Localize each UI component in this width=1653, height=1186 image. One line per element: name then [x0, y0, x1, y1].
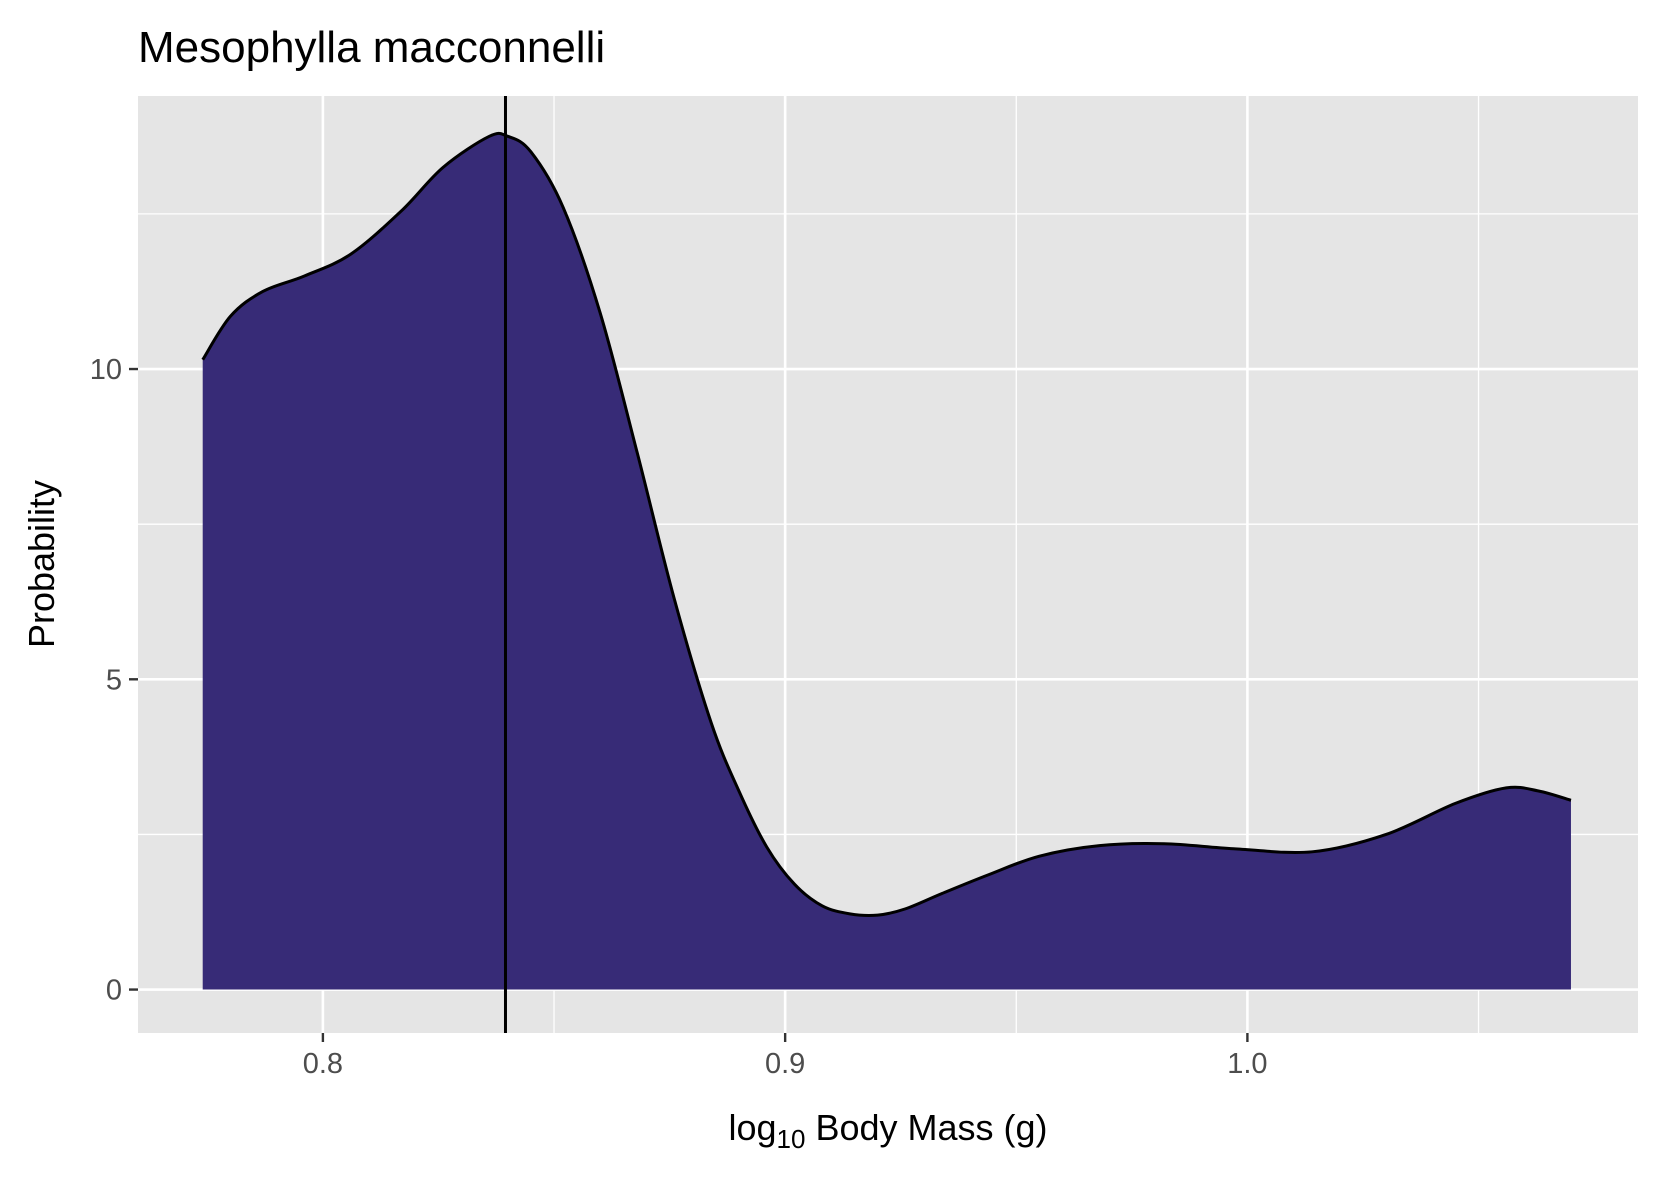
y-axis-title: Probability — [21, 480, 62, 648]
x-tick-label: 0.8 — [303, 1048, 343, 1080]
y-tick-label: 0 — [106, 975, 122, 1007]
y-axis-ticks: 0 5 10 — [90, 354, 138, 1007]
y-tick-label: 10 — [90, 354, 122, 386]
x-axis-title-main: log — [728, 1107, 776, 1148]
x-tick-label: 1.0 — [1227, 1048, 1267, 1080]
x-axis-title-subscript: 10 — [777, 1124, 806, 1154]
chart-title: Mesophylla macconnelli — [138, 23, 605, 72]
x-tick-label: 0.9 — [765, 1048, 805, 1080]
x-axis-title: log10 Body Mass (g) — [728, 1107, 1047, 1154]
x-axis-ticks: 0.8 0.9 1.0 — [303, 1033, 1268, 1080]
density-area — [202, 133, 1571, 990]
y-tick-label: 5 — [106, 664, 122, 696]
x-axis-title-rest: Body Mass (g) — [805, 1107, 1047, 1148]
density-outline — [201, 131, 1572, 917]
